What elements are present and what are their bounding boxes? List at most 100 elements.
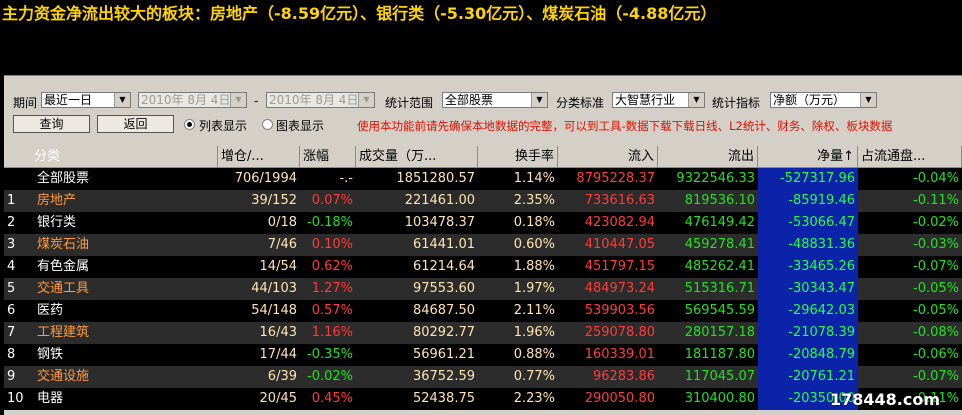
row-outflow: 459278.41 [684, 237, 755, 252]
site-watermark: 178448.com [829, 390, 940, 409]
col-header-ratio[interactable]: 增仓/... [218, 146, 300, 168]
list-view-label[interactable]: 列表显示 [199, 119, 248, 133]
table-row[interactable]: 6 医药 54/148 0.57% 84687.50 2.11% 539903.56 5695… [4, 300, 962, 322]
row-outflow: 569545.59 [684, 303, 755, 318]
row-change: -0.18% [307, 215, 353, 230]
row-volume: 1851280.57 [396, 171, 475, 186]
metric-select[interactable]: 净额（万元） ▼ [770, 92, 877, 108]
chart-view-label[interactable]: 图表显示 [276, 119, 325, 133]
row-volume: 56961.21 [412, 347, 475, 362]
row-net: -20848.79 [758, 344, 858, 366]
row-index: 7 [7, 325, 16, 340]
row-inflow: 96283.86 [592, 369, 655, 384]
table-row[interactable]: 9 交通设施 6/39 -0.02% 36752.59 0.77% 96283.86 1170… [4, 366, 962, 388]
chevron-down-icon[interactable]: ▼ [114, 93, 130, 107]
col-header-net-sorted[interactable]: 净量↑ [758, 146, 858, 168]
chevron-down-icon[interactable]: ▼ [230, 93, 246, 107]
table-row[interactable]: 4 有色金属 14/54 0.62% 61214.64 1.88% 451797.15 485… [4, 256, 962, 278]
row-turnover: 0.60% [513, 237, 555, 252]
classify-value: 大智慧行业 [615, 93, 676, 107]
row-inflow: 259078.80 [584, 325, 655, 340]
row-inflow: 8795228.37 [576, 171, 655, 186]
row-ratio: 17/44 [259, 347, 297, 362]
row-volume: 103478.37 [404, 215, 475, 230]
row-ratio: 0/18 [267, 215, 297, 230]
row-net: -53066.47 [758, 212, 858, 234]
row-category: 钢铁 [37, 347, 64, 362]
date-to-picker[interactable]: 2010年 8月 4日 ▼ [266, 92, 375, 108]
row-index: 5 [7, 281, 16, 296]
table-row[interactable]: 7 工程建筑 16/43 1.16% 80292.77 1.96% 259078.80 280… [4, 322, 962, 344]
query-button[interactable]: 查询 [13, 115, 90, 133]
row-ratio: 20/45 [259, 391, 297, 406]
row-index: 10 [7, 391, 24, 406]
date-from-value: 2010年 8月 4日 [141, 93, 231, 107]
col-header-volume[interactable]: 成交量（万... [356, 146, 478, 168]
period-select[interactable]: 最近一日 ▼ [41, 92, 131, 108]
row-category: 电器 [37, 391, 64, 406]
col-header-change[interactable]: 涨幅 [300, 146, 356, 168]
row-turnover: 1.96% [513, 325, 555, 340]
row-category: 有色金属 [37, 259, 90, 274]
col-header-category[interactable]: 分类 [4, 146, 218, 168]
back-button[interactable]: 返回 [97, 115, 174, 133]
table-row[interactable]: 全部股票 706/1994 -.- 1851280.57 1.14% 8795228.37… [4, 168, 962, 190]
row-net: -527317.96 [758, 168, 858, 190]
col-header-turnover[interactable]: 换手率 [478, 146, 558, 168]
row-turnover: 0.88% [513, 347, 555, 362]
row-outflow: 819536.10 [684, 193, 755, 208]
table-row[interactable]: 2 银行类 0/18 -0.18% 103478.37 0.18% 423082.94 476… [4, 212, 962, 234]
table-row[interactable]: 10 电器 20/45 0.45% 52438.75 2.23% 290050.80 3104… [4, 388, 962, 410]
row-turnover: 2.11% [513, 303, 555, 318]
row-outflow: 310400.80 [684, 391, 755, 406]
row-float-share: -0.05% [913, 281, 959, 296]
date-separator: - [254, 94, 259, 108]
chevron-down-icon[interactable]: ▼ [860, 93, 876, 107]
row-change: 0.45% [311, 391, 353, 406]
list-view-radio[interactable] [184, 119, 195, 130]
date-from-picker[interactable]: 2010年 8月 4日 ▼ [138, 92, 247, 108]
row-net: -85919.46 [758, 190, 858, 212]
col-header-inflow[interactable]: 流入 [558, 146, 658, 168]
table-row[interactable]: 5 交通工具 44/103 1.27% 97553.60 1.97% 484973.24 51… [4, 278, 962, 300]
col-header-outflow[interactable]: 流出 [658, 146, 758, 168]
table-header-row: 分类 增仓/... 涨幅 成交量（万... 换手率 流入 流出 净量↑ 占流通盘… [4, 146, 962, 168]
row-category: 医药 [37, 303, 64, 318]
row-turnover: 1.97% [513, 281, 555, 296]
row-outflow: 280157.18 [684, 325, 755, 340]
row-ratio: 706/1994 [234, 171, 297, 186]
row-index: 8 [7, 347, 16, 362]
classify-select[interactable]: 大智慧行业 ▼ [612, 92, 705, 108]
table-row[interactable]: 3 煤炭石油 7/46 0.10% 61441.01 0.60% 410447.05 4592… [4, 234, 962, 256]
table-row[interactable]: 8 钢铁 17/44 -0.35% 56961.21 0.88% 160339.01 1811… [4, 344, 962, 366]
chevron-down-icon[interactable]: ▼ [358, 93, 374, 107]
row-change: 0.07% [311, 193, 353, 208]
row-volume: 61441.01 [412, 237, 475, 252]
row-net: -20350.00 [758, 388, 858, 410]
row-float-share: -0.02% [913, 215, 959, 230]
scope-value: 全部股票 [445, 93, 494, 107]
row-volume: 52438.75 [412, 391, 475, 406]
chevron-down-icon[interactable]: ▼ [531, 93, 547, 107]
row-ratio: 14/54 [259, 259, 297, 274]
row-float-share: -0.11% [913, 391, 959, 406]
col-header-float-share[interactable]: 占流通盘... [858, 146, 962, 168]
row-inflow: 733616.63 [584, 193, 655, 208]
table-row[interactable]: 1 房地产 39/152 0.07% 221461.00 2.35% 733616.63 81… [4, 190, 962, 212]
chart-view-radio[interactable] [262, 119, 273, 130]
period-label: 期间 [13, 96, 38, 110]
row-index: 1 [7, 193, 16, 208]
row-change: 1.16% [311, 325, 353, 340]
row-index: 3 [7, 237, 16, 252]
row-float-share: -0.04% [913, 171, 959, 186]
chevron-down-icon[interactable]: ▼ [688, 93, 704, 107]
row-category: 工程建筑 [37, 325, 90, 340]
data-completeness-notice: 使用本功能前请先确保本地数据的完整，可以到工具-数据下载下载日线、L2统计、财务… [357, 119, 893, 133]
row-turnover: 1.14% [513, 171, 555, 186]
row-net: -20761.21 [758, 366, 858, 388]
row-change: 0.62% [311, 259, 353, 274]
scope-select[interactable]: 全部股票 ▼ [442, 92, 548, 108]
scope-label: 统计范围 [385, 96, 434, 110]
row-ratio: 7/46 [267, 237, 297, 252]
row-outflow: 9322546.33 [676, 171, 755, 186]
